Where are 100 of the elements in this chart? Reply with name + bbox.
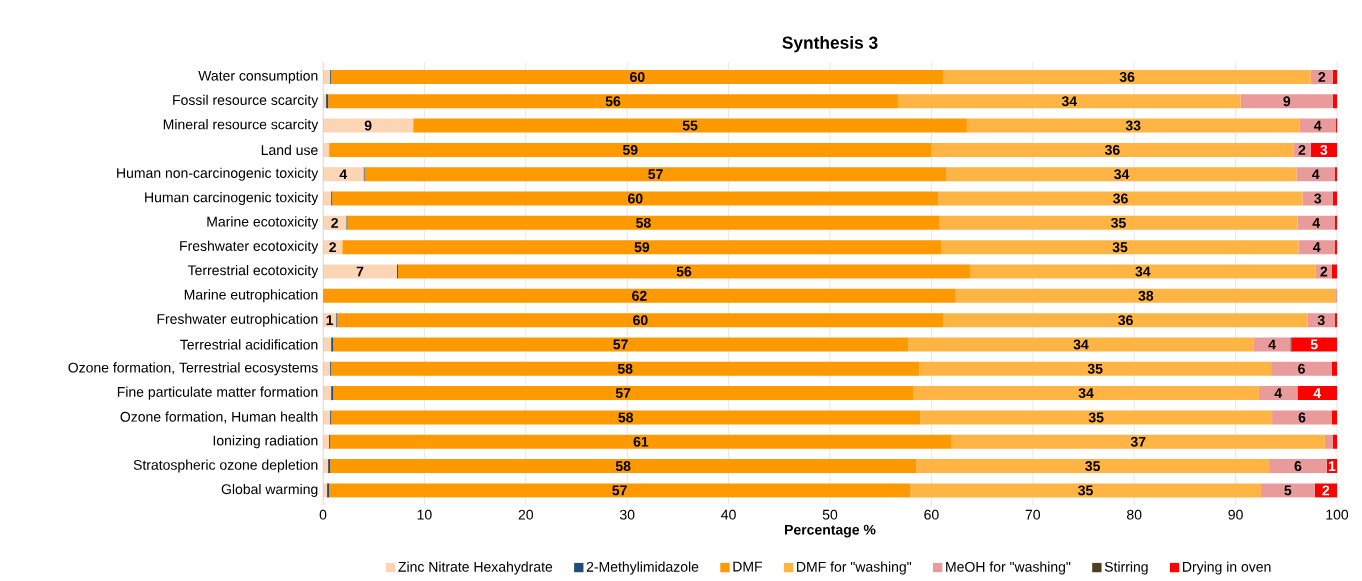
- y-tick-label: Freshwater ecotoxicity: [180, 240, 319, 254]
- data-label: 35: [1088, 412, 1104, 423]
- data-label: 57: [615, 388, 631, 398]
- legend-label: DMF: [733, 561, 763, 572]
- data-label: 34: [1073, 339, 1089, 350]
- y-tick-label: Freshwater eutrophication: [157, 313, 318, 327]
- y-tick-label: Water consumption: [198, 70, 318, 84]
- data-label: 61: [633, 436, 649, 447]
- x-tick-label: 50: [822, 509, 838, 520]
- data-label: 62: [632, 290, 647, 301]
- x-tick-label: 0: [319, 509, 327, 520]
- data-label: 4: [1313, 388, 1322, 398]
- data-label: 4: [1268, 339, 1276, 350]
- data-label: 4: [1274, 388, 1282, 398]
- data-label: 55: [682, 120, 698, 131]
- data-label: 2: [1318, 72, 1326, 82]
- data-label: 60: [630, 71, 645, 82]
- data-label: 5: [1310, 339, 1318, 350]
- legend-label: Zinc Nitrate Hexahydrate: [398, 561, 553, 575]
- data-label: 35: [1078, 485, 1093, 496]
- x-tick-label: 40: [721, 509, 736, 520]
- data-label: 5: [1284, 485, 1292, 496]
- data-label: 2: [329, 242, 336, 253]
- data-label: 35: [1087, 363, 1103, 374]
- data-label: 6: [1294, 461, 1302, 472]
- x-tick-label: 60: [924, 509, 939, 520]
- data-label: 59: [634, 242, 650, 253]
- data-label: 3: [1314, 193, 1322, 204]
- data-label: 56: [676, 266, 692, 277]
- data-label: 35: [1112, 242, 1128, 253]
- x-tick-label: 30: [619, 509, 635, 520]
- data-label: 38: [1138, 290, 1154, 301]
- data-label: 37: [1130, 436, 1146, 447]
- data-label: 4: [1313, 242, 1321, 252]
- y-tick-label: Mineral resource scarcity: [163, 119, 319, 133]
- x-tick-label: 90: [1228, 509, 1243, 520]
- data-label: 6: [1298, 363, 1305, 374]
- data-label: 36: [1119, 71, 1135, 82]
- legend-label: MeOH for "washing": [946, 561, 1071, 575]
- data-label: 60: [633, 315, 648, 326]
- data-label: 2: [1298, 145, 1306, 155]
- data-label: 2: [1320, 266, 1328, 277]
- data-label: 36: [1118, 315, 1133, 326]
- data-label: 36: [1104, 144, 1120, 155]
- y-tick-label: Ozone formation, Terrestrial ecosystems: [68, 362, 318, 376]
- data-label: 2: [1322, 485, 1330, 496]
- y-tick-label: Fine particulate matter formation: [117, 386, 318, 400]
- data-label: 35: [1111, 217, 1126, 228]
- data-label: 1: [1328, 461, 1336, 471]
- y-tick-label: Human carcinogenic toxicity: [145, 192, 319, 206]
- data-label: 34: [1078, 388, 1094, 399]
- data-label: 4: [1314, 120, 1322, 131]
- data-label: 7: [356, 266, 364, 277]
- y-tick-label: Human non-carcinogenic toxicity: [117, 167, 319, 181]
- legend-label: Stirring: [1104, 561, 1148, 575]
- y-tick-label: Ozone formation, Human health: [120, 411, 318, 424]
- y-tick-label: Stratospheric ozone depletion: [133, 459, 318, 473]
- y-tick-label: Global warming: [221, 483, 318, 497]
- data-label: 56: [605, 96, 621, 107]
- data-label: 57: [612, 485, 627, 496]
- data-label: 6: [1298, 412, 1306, 423]
- y-tick-label: Terrestrial ecotoxicity: [187, 264, 319, 279]
- data-label: 2: [331, 217, 338, 228]
- data-label: 3: [1317, 315, 1325, 326]
- y-tick-label: Terrestrial acidification: [180, 339, 318, 350]
- y-tick-label: Marine ecotoxicity: [207, 216, 319, 230]
- data-label: 4: [339, 169, 348, 180]
- y-tick-label: Land use: [261, 144, 318, 156]
- data-label: 9: [364, 120, 372, 131]
- data-label: 58: [615, 461, 631, 472]
- y-tick-label: Fossil resource scarcity: [173, 94, 319, 108]
- data-label: 58: [618, 412, 634, 423]
- data-label: 3: [1320, 144, 1328, 155]
- data-label: 59: [622, 144, 638, 155]
- data-label: 33: [1125, 120, 1141, 131]
- data-label: 4: [1312, 169, 1320, 180]
- legend-label: Drying in oven: [1183, 561, 1271, 575]
- data-label: 36: [1113, 193, 1128, 204]
- data-label: 34: [1061, 96, 1077, 107]
- x-tick-label: 80: [1127, 509, 1142, 520]
- y-tick-label: Ionizing radiation: [213, 435, 318, 449]
- data-label: 57: [613, 339, 628, 350]
- legend-label: 2-Methylimidazole: [586, 561, 699, 575]
- x-tick-label: 100: [1326, 509, 1349, 520]
- data-label: 1: [326, 315, 334, 325]
- x-axis-title: Percentage %: [785, 524, 876, 538]
- chart-title: Synthesis 3: [782, 36, 878, 53]
- x-tick-label: 20: [518, 509, 534, 520]
- data-label: 34: [1114, 169, 1130, 180]
- data-label: 58: [617, 363, 633, 374]
- data-label: 4: [1312, 218, 1321, 228]
- legend-label: DMF for "washing": [797, 561, 912, 575]
- data-label: 57: [648, 169, 663, 180]
- y-tick-label: Marine eutrophication: [184, 289, 318, 303]
- data-label: 58: [636, 217, 651, 228]
- data-label: 34: [1135, 266, 1151, 277]
- x-tick-label: 10: [417, 509, 432, 520]
- x-tick-label: 70: [1025, 509, 1041, 520]
- data-label: 35: [1085, 461, 1101, 472]
- data-label: 9: [1283, 96, 1291, 107]
